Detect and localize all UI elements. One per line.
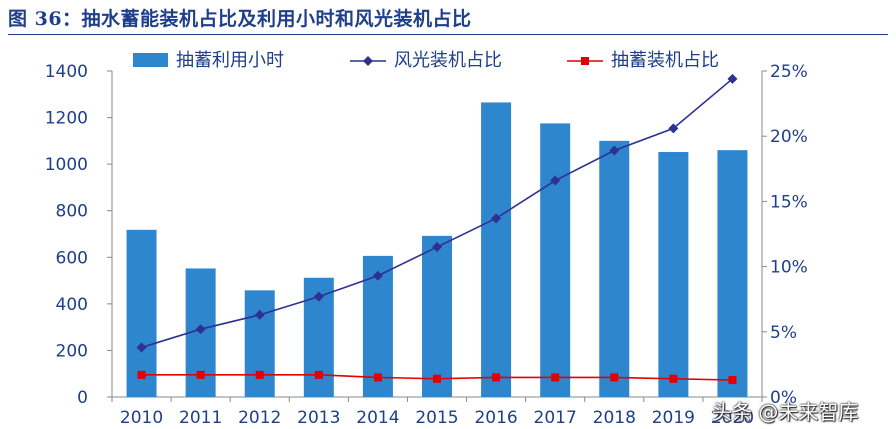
right-tick-label: 0% xyxy=(770,388,797,408)
x-tick-label: 2010 xyxy=(120,408,163,428)
bar-2019 xyxy=(658,152,689,397)
legend-pumped-marker xyxy=(581,57,589,65)
diamond-marker-2014 xyxy=(372,270,383,281)
x-tick-label: 2020 xyxy=(711,408,754,428)
x-tick-label: 2011 xyxy=(179,408,222,428)
diamond-marker-2020 xyxy=(727,73,738,84)
left-tick-label: 1200 xyxy=(45,109,88,129)
diamond-marker-2015 xyxy=(432,242,442,253)
legend-wind-solar-marker xyxy=(363,56,373,66)
legend-wind-solar-label: 风光装机占比 xyxy=(394,50,502,71)
right-tick-label: 10% xyxy=(770,258,808,278)
left-tick-label: 800 xyxy=(56,202,88,222)
left-tick-label: 600 xyxy=(56,248,88,268)
bar-2018 xyxy=(599,140,630,397)
square-marker-2020 xyxy=(728,376,737,385)
left-tick-label: 1400 xyxy=(45,62,88,82)
bar-2012 xyxy=(244,290,275,397)
left-tick-label: 200 xyxy=(56,341,88,361)
right-tick-label: 15% xyxy=(770,192,808,212)
x-tick-label: 2019 xyxy=(652,408,695,428)
bar-2020 xyxy=(717,150,748,397)
legend-bar-swatch xyxy=(133,53,168,67)
diamond-marker-2018 xyxy=(609,145,620,156)
diamond-marker-2010 xyxy=(136,342,147,353)
square-marker-2018 xyxy=(610,373,619,382)
square-marker-2013 xyxy=(314,370,323,379)
legend-pumped-label: 抽蓄装机占比 xyxy=(611,50,719,71)
diamond-marker-2012 xyxy=(254,309,265,320)
x-tick-label: 2018 xyxy=(593,408,636,428)
x-tick-label: 2013 xyxy=(297,408,340,428)
bar-2017 xyxy=(540,123,571,398)
left-tick-label: 1000 xyxy=(45,155,88,175)
bar-2016 xyxy=(481,102,512,397)
left-tick-label: 0 xyxy=(77,388,88,408)
watermark: 头条 @未来智库 xyxy=(712,400,859,424)
right-tick-label: 5% xyxy=(770,323,797,343)
x-tick-label: 2017 xyxy=(534,408,577,428)
title-underline xyxy=(8,34,888,35)
x-tick-label: 2014 xyxy=(356,408,399,428)
square-marker-2010 xyxy=(137,370,146,379)
diamond-marker-2017 xyxy=(550,175,561,186)
square-marker-2016 xyxy=(492,373,501,382)
right-tick-label: 25% xyxy=(770,62,808,82)
diamond-marker-2011 xyxy=(195,324,206,335)
chart-title: 图 36：抽水蓄能装机占比及利用小时和风光装机占比 xyxy=(8,8,472,30)
x-tick-label: 2012 xyxy=(238,408,281,428)
square-marker-2019 xyxy=(669,374,678,383)
left-tick-label: 400 xyxy=(56,295,88,315)
diamond-marker-2019 xyxy=(668,123,679,134)
x-tick-label: 2016 xyxy=(474,408,517,428)
square-marker-2017 xyxy=(551,373,560,382)
square-marker-2015 xyxy=(433,374,441,383)
legend-bar-label: 抽蓄利用小时 xyxy=(176,50,284,71)
square-marker-2012 xyxy=(255,370,264,379)
diamond-marker-2016 xyxy=(491,213,502,224)
diamond-marker-2013 xyxy=(313,291,324,302)
x-tick-label: 2015 xyxy=(415,408,458,428)
square-marker-2014 xyxy=(373,373,382,382)
square-marker-2011 xyxy=(196,370,205,379)
bar-2010 xyxy=(126,229,157,397)
right-tick-label: 20% xyxy=(770,127,808,147)
bar-2015 xyxy=(422,235,452,397)
